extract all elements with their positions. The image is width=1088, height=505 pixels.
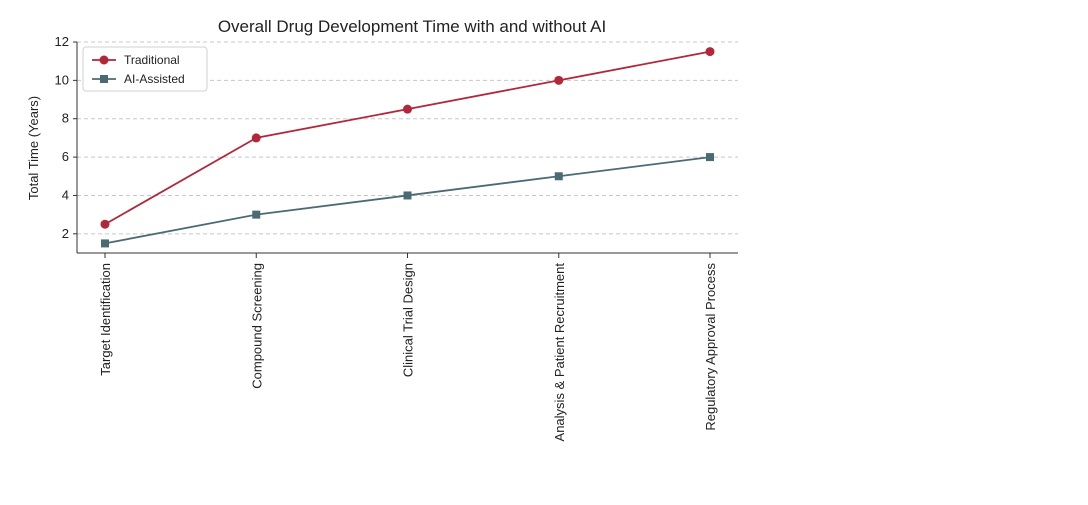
axes — [73, 41, 738, 258]
data-point — [554, 172, 563, 181]
data-point — [554, 75, 564, 85]
data-point — [101, 239, 109, 248]
legend-marker — [99, 55, 109, 65]
y-tick-label: 2 — [62, 226, 69, 241]
chart-title: Overall Drug Development Time with and w… — [218, 17, 606, 36]
data-point — [705, 47, 715, 57]
series-lines — [100, 47, 715, 248]
data-point — [251, 133, 261, 143]
data-point — [403, 104, 412, 114]
y-tick-label: 12 — [55, 34, 69, 49]
y-tick-label: 6 — [62, 149, 69, 164]
x-tick-labels: Target Identification Compound Screening C… — [98, 263, 718, 442]
y-tick-label: 10 — [55, 72, 69, 87]
x-tick-label: Regulatory Approval Process — [703, 263, 718, 431]
series-line-ai-assisted — [104, 156, 711, 245]
legend-marker — [100, 75, 108, 83]
x-tick-label: Clinical Trial Design — [401, 263, 416, 377]
data-point — [252, 210, 261, 219]
y-tick-label: 8 — [62, 111, 69, 126]
legend-label: Traditional — [124, 53, 180, 67]
y-tick-label: 4 — [62, 187, 69, 202]
x-tick-label: Target Identification — [98, 263, 113, 376]
y-axis-title: Total Time (Years) — [26, 96, 41, 200]
y-tick-labels: 2 4 6 8 10 12 — [55, 34, 69, 241]
data-point — [100, 219, 110, 229]
legend-box — [82, 46, 208, 92]
x-tick-label: Compound Screening — [249, 263, 264, 389]
data-point — [403, 191, 412, 200]
legend-label: AI-Assisted — [124, 72, 185, 86]
legend: Traditional AI-Assisted — [82, 46, 208, 92]
data-point — [706, 153, 714, 162]
x-tick-label: Analysis & Patient Recruitment — [552, 263, 567, 442]
